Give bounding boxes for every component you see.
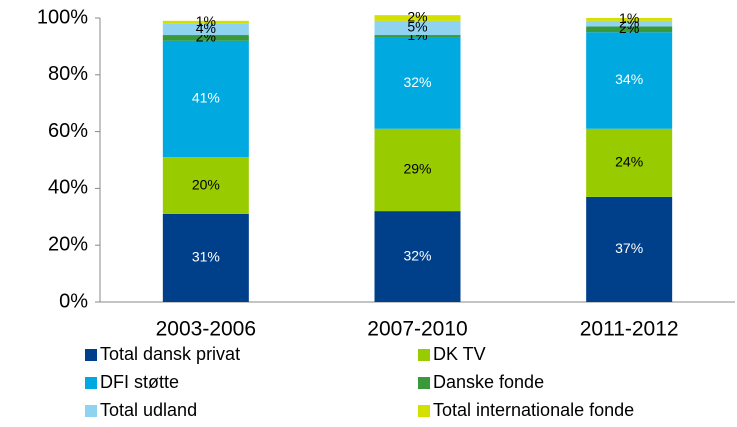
legend-label: DK TV [433,344,486,364]
bar-segment [374,15,461,21]
bar-segment [162,20,249,24]
bar-segment [374,35,461,38]
bar-segment [162,35,249,41]
legend-swatch [418,377,430,389]
bar-segment [162,213,249,302]
x-tick-label: 2003-2006 [156,318,256,341]
data-label: 29% [403,161,431,177]
legend-swatch [85,349,97,361]
y-tick-label: 40% [48,177,88,199]
legend-swatch [418,405,430,417]
bar-segment [374,37,461,129]
bar-segment [586,26,673,33]
bar-segment [586,18,673,21]
legend-swatch [85,405,97,417]
y-tick-label: 60% [48,120,88,142]
data-label: 1% [619,10,639,26]
y-tick-label: 0% [59,290,88,312]
bar-segment [374,20,461,36]
legend-swatch [418,349,430,361]
bar-segment [162,157,249,214]
legend-label: Total udland [100,400,197,420]
legend-label: DFI støtte [100,372,179,392]
data-label: 32% [403,74,431,90]
data-label: 5% [407,19,427,35]
data-label: 20% [192,176,220,192]
x-tick-label: 2011-2012 [580,318,679,341]
data-label: 41% [192,90,220,106]
x-tick-label: 2007-2010 [367,318,467,341]
data-label: 34% [615,71,643,87]
data-label: 4% [196,20,216,36]
bar-segment [586,32,673,129]
bar-segment [374,128,461,212]
y-tick-label: 20% [48,233,88,255]
bar-segment [162,40,249,158]
bar-segment [586,128,673,197]
y-tick-label: 100% [37,6,88,28]
legend-label: Total internationale fonde [433,400,634,420]
data-label: 32% [403,247,431,263]
data-label: 2% [407,9,427,25]
y-tick-label: 80% [48,63,88,85]
data-label: 1% [196,13,216,29]
data-label: 31% [192,249,220,265]
bar-segment [586,196,673,302]
legend-label: Total dansk privat [100,344,240,364]
data-label: 24% [615,154,643,170]
bar-segment [162,23,249,36]
data-label: 37% [615,240,643,256]
legend-swatch [85,377,97,389]
legend-label: Danske fonde [433,372,544,392]
bar-segment [374,211,461,302]
bar-segment [586,20,673,27]
